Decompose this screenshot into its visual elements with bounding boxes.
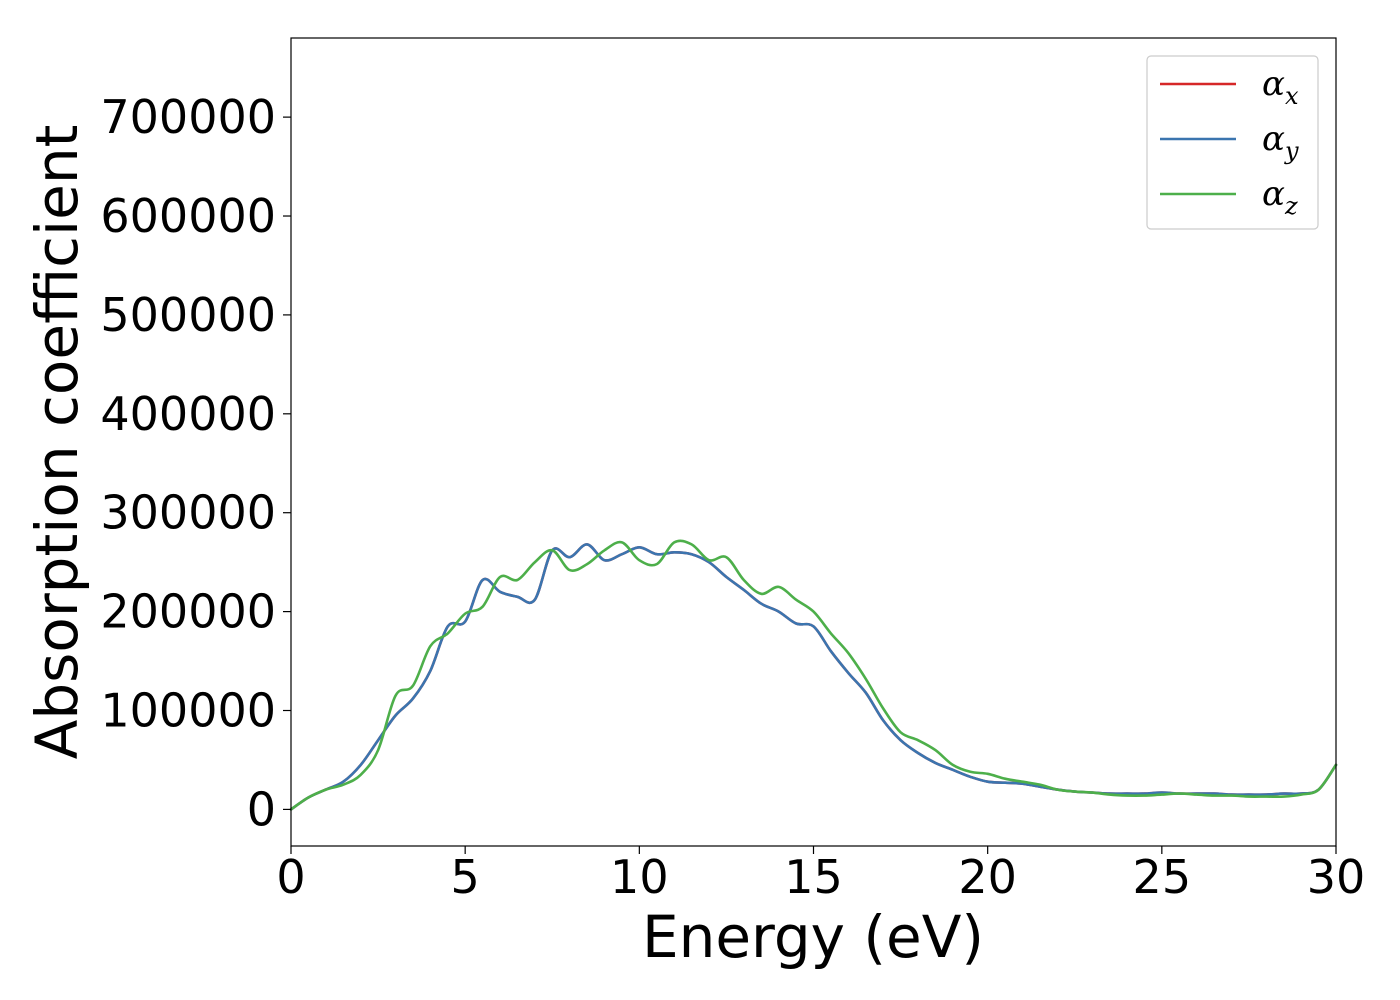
legend-label-y: αy <box>1262 119 1299 165</box>
x-tick-label: 15 <box>784 850 843 904</box>
x-axis-title: Energy (eV) <box>642 903 984 971</box>
y-tick-label: 400000 <box>100 387 276 441</box>
series-layer <box>289 539 1338 811</box>
x-axis: 0 5 10 15 20 25 30 <box>276 846 1365 904</box>
y-tick-label: 700000 <box>100 90 276 144</box>
legend-label-z: αz <box>1262 174 1298 220</box>
x-tick-label: 10 <box>610 850 669 904</box>
x-tick-label: 25 <box>1133 850 1192 904</box>
y-tick-label: 500000 <box>100 288 276 342</box>
y-axis: 0 100000 200000 300000 400000 500000 600000 700… <box>100 90 291 836</box>
legend-box <box>1146 55 1319 230</box>
x-tick-label: 20 <box>958 850 1017 904</box>
x-tick-label: 30 <box>1307 850 1366 904</box>
x-tick-label: 0 <box>276 850 305 904</box>
y-tick-label: 300000 <box>100 486 276 540</box>
series-line-y <box>289 543 1338 811</box>
legend: αx αy αz <box>1146 55 1319 230</box>
y-tick-label: 100000 <box>100 684 276 738</box>
x-tick-label: 5 <box>451 850 480 904</box>
series-line-z <box>289 539 1338 811</box>
y-axis-title: Absorption coefficient <box>23 125 91 760</box>
y-tick-label: 600000 <box>100 189 276 243</box>
y-tick-label: 200000 <box>100 585 276 639</box>
y-tick-label: 0 <box>247 782 276 836</box>
legend-label-x: αx <box>1262 64 1299 110</box>
